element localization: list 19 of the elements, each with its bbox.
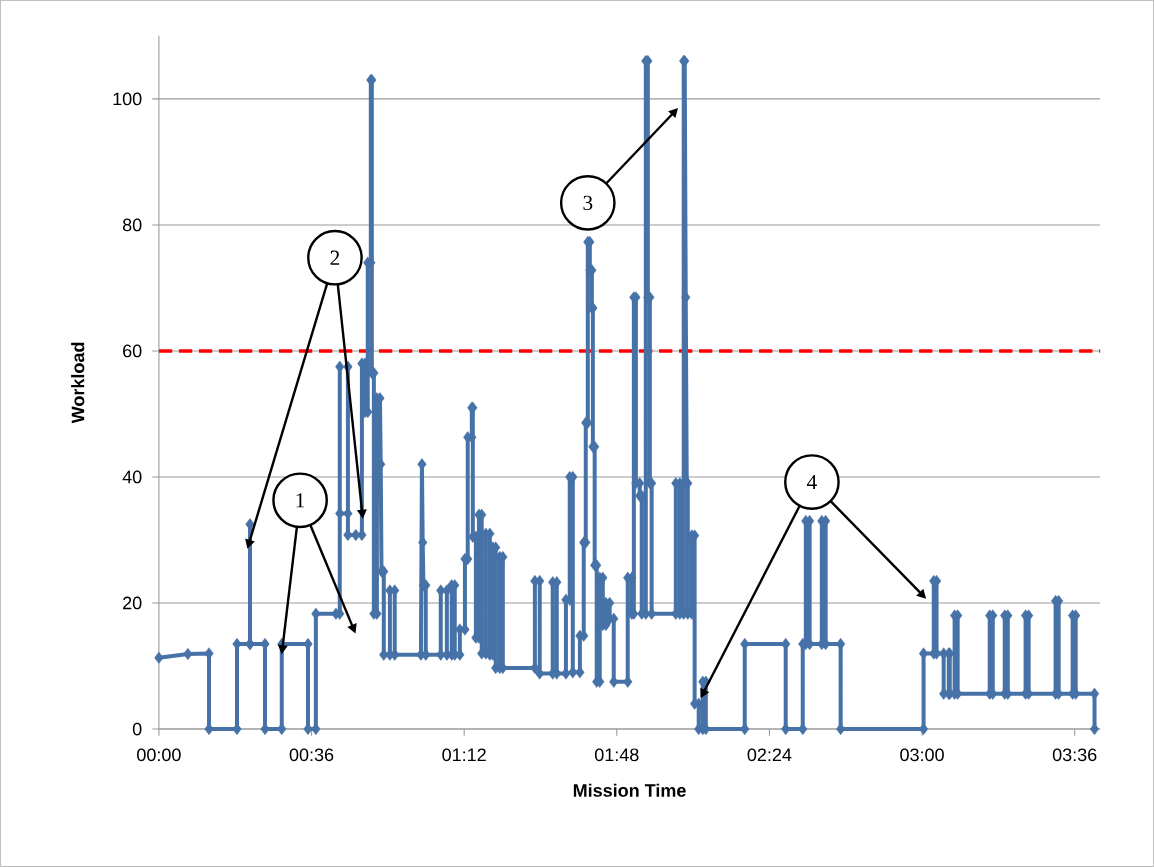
y-tick-label: 100 — [113, 92, 142, 106]
x-tick-label: 00:00 — [137, 748, 181, 762]
x-tick-label: 01:12 — [442, 748, 486, 762]
annotation: 1 — [296, 493, 305, 508]
y-tick-label: 20 — [123, 596, 142, 610]
annotation: 2 — [330, 250, 340, 265]
y-tick-label: 40 — [122, 470, 142, 484]
y-tick-label: 60 — [123, 344, 142, 358]
y-axis-title: Workload — [71, 342, 85, 424]
x-axis-title: Mission Time — [573, 783, 686, 797]
x-tick-label: 02:24 — [747, 748, 792, 762]
y-tick-label: 80 — [122, 218, 142, 232]
x-tick-label: 00:36 — [289, 748, 334, 762]
annotation: 4 — [806, 475, 817, 490]
annotation: 3 — [583, 195, 593, 211]
y-tick-label: 0 — [132, 722, 142, 736]
x-tick-label: 03:00 — [900, 748, 944, 762]
x-tick-label: 01:48 — [594, 748, 639, 762]
x-tick-label: 03:36 — [1052, 748, 1097, 762]
